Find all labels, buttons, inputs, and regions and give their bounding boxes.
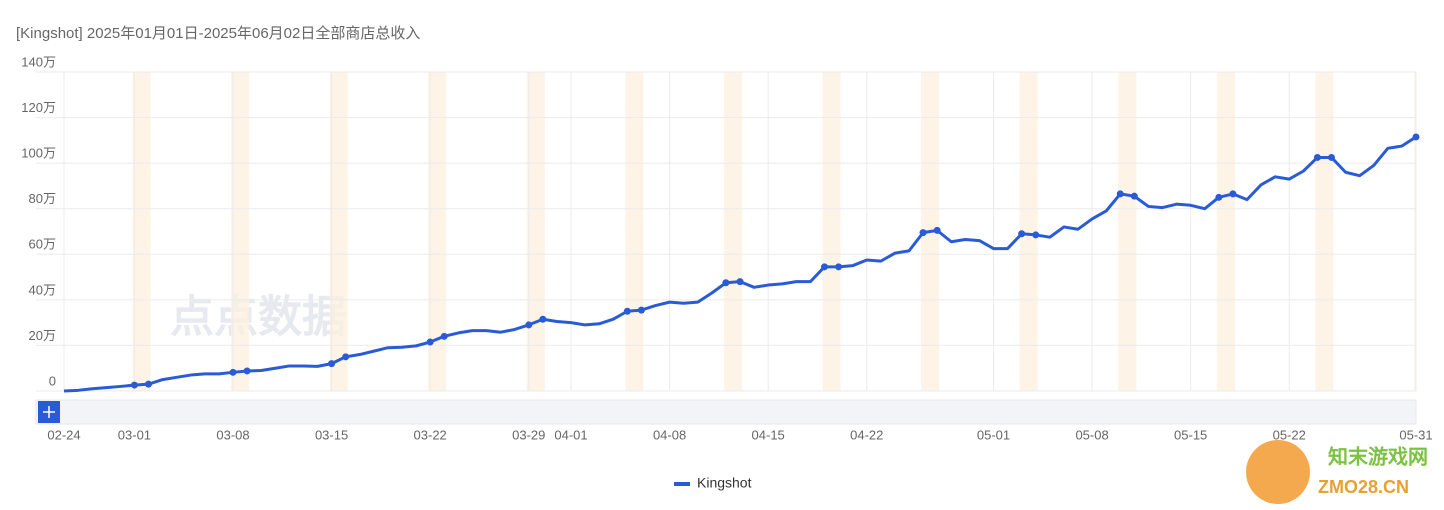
point (1313, 153, 1321, 161)
point (623, 307, 631, 315)
point (722, 279, 730, 287)
x-tick-label: 04-01 (554, 427, 587, 442)
y-tick-label: 0 (49, 373, 56, 388)
point (919, 229, 927, 237)
x-tick-label: 05-08 (1075, 427, 1108, 442)
point (145, 380, 152, 388)
x-tick-label: 03-08 (216, 427, 249, 442)
point (1116, 190, 1124, 198)
weekend-band (625, 72, 644, 391)
point (342, 353, 350, 361)
point (1229, 190, 1237, 198)
x-tick-label: 04-15 (752, 427, 785, 442)
point (835, 263, 843, 271)
y-tick-label: 20万 (29, 328, 56, 343)
x-tick-label: 05-31 (1399, 427, 1432, 442)
weekend-band (428, 72, 447, 391)
weekend-band (1414, 72, 1416, 391)
x-tick-label: 04-22 (850, 427, 883, 442)
x-tick-label: 05-01 (977, 427, 1010, 442)
logo-text: ZMO28.CN (1318, 477, 1409, 497)
zoom-bar[interactable] (35, 399, 1417, 425)
point (328, 360, 336, 368)
logo-text: 知末游戏网 (1328, 444, 1428, 468)
x-tick-label: 04-08 (653, 427, 686, 442)
weekend-band (329, 72, 348, 391)
point (933, 226, 941, 234)
weekend-band (822, 72, 841, 391)
weekend-band (1118, 72, 1137, 391)
point (229, 368, 237, 376)
point (736, 278, 744, 286)
x-tick-label: 03-01 (118, 427, 151, 442)
point (440, 332, 448, 340)
weekend-band (1315, 72, 1334, 391)
logo-icon (1246, 440, 1310, 504)
point (426, 338, 434, 346)
legend-label: Kingshot (697, 475, 752, 491)
point (821, 263, 828, 271)
x-tick-label: 03-29 (512, 427, 545, 442)
y-tick-label: 120万 (21, 100, 56, 115)
x-tick-label: 05-15 (1174, 427, 1207, 442)
point (243, 367, 251, 375)
weekend-band (1216, 72, 1235, 391)
point (1130, 192, 1138, 200)
point (1412, 133, 1420, 141)
y-tick-label: 40万 (29, 282, 56, 297)
weekend-band (132, 72, 151, 391)
point (1215, 193, 1223, 201)
weekend-band (723, 72, 742, 391)
point (525, 321, 533, 329)
y-tick-label: 60万 (29, 237, 56, 252)
weekend-band (526, 72, 545, 391)
chart-title: [Kingshot] 2025年01月01日-2025年06月02日全部商店总收… (16, 24, 420, 42)
x-tick-label: 02-24 (47, 427, 80, 442)
y-tick-label: 100万 (21, 146, 56, 161)
point (1328, 153, 1335, 161)
weekend-band (231, 72, 250, 391)
point (130, 381, 138, 389)
weekend-band (1019, 72, 1038, 391)
y-tick-label: 80万 (29, 191, 56, 206)
point (539, 315, 547, 323)
x-tick-label: 03-22 (414, 427, 447, 442)
point (1032, 231, 1040, 239)
point (637, 306, 645, 314)
point (1018, 230, 1026, 238)
x-tick-label: 05-22 (1273, 427, 1306, 442)
watermark: 点点数据 (170, 293, 346, 342)
x-tick-label: 03-15 (315, 427, 348, 442)
y-tick-label: 140万 (21, 54, 56, 69)
